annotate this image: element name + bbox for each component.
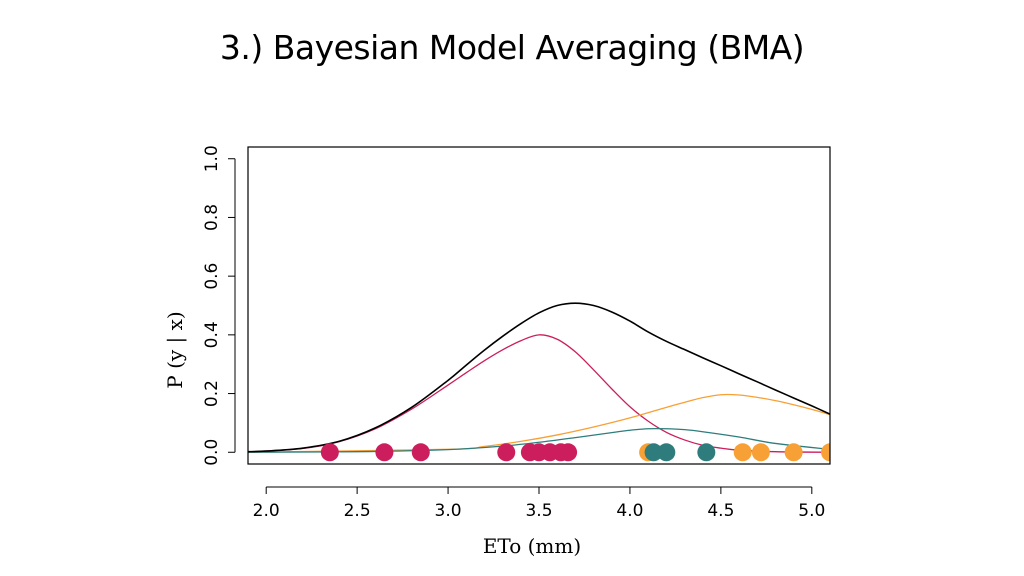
observation-point-2 [644, 443, 663, 462]
observation-point-0 [320, 443, 339, 462]
x-tick-label: 5.0 [798, 501, 825, 521]
observation-point-0 [559, 443, 578, 462]
x-tick-label: 3.5 [525, 501, 552, 521]
observation-point-0 [375, 443, 394, 462]
observation-point-1 [733, 443, 752, 462]
y-axis-title: P (y | x) [163, 311, 188, 388]
x-tick-label: 3.0 [435, 501, 462, 521]
x-tick-label: 4.5 [707, 501, 734, 521]
observation-point-2 [657, 443, 676, 462]
observation-point-1 [821, 443, 830, 462]
y-tick-label: 0.6 [202, 263, 222, 290]
x-tick-label: 4.0 [616, 501, 643, 521]
observation-point-0 [497, 443, 516, 462]
observation-point-1 [784, 443, 803, 462]
density-curve-2 [248, 427, 830, 453]
y-tick-label: 1.0 [202, 145, 222, 172]
plot-frame [247, 146, 831, 465]
density-curve-0 [248, 334, 830, 453]
observation-point-1 [751, 443, 770, 462]
density-curve-3 [248, 302, 830, 453]
y-tick-label: 0.2 [202, 380, 222, 407]
axes: 2.0 2.5 3.0 3.5 4.0 4.5 5.0 0.0 0.2 0.4 0.6 0.8 1.0 [202, 145, 825, 521]
observation-point-2 [697, 443, 716, 462]
density-lines [248, 302, 830, 453]
x-tick-label: 2.5 [344, 501, 371, 521]
y-tick-label: 0.8 [202, 204, 222, 231]
observation-points [320, 443, 830, 462]
density-curve-1 [248, 393, 830, 453]
y-tick-label: 0.4 [202, 321, 222, 348]
slide-title: 3.) Bayesian Model Averaging (BMA) [219, 28, 805, 67]
x-tick-label: 2.0 [253, 501, 280, 521]
observation-point-0 [411, 443, 430, 462]
x-axis-title: ETo (mm) [483, 534, 581, 558]
y-tick-label: 0.0 [202, 439, 222, 466]
